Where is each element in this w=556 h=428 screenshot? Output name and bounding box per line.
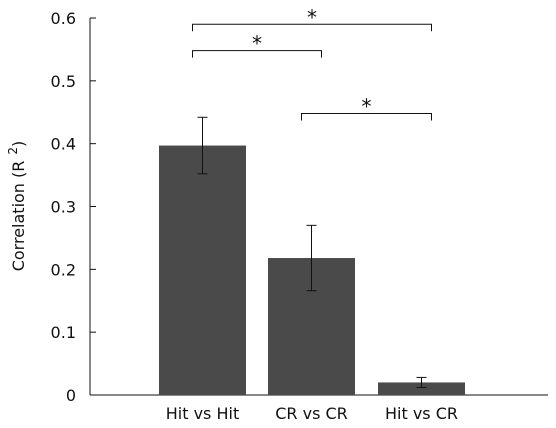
x-tick-label: CR vs CR [275, 404, 348, 423]
significance-brackets: * * * [192, 5, 432, 121]
error-bars [197, 116, 427, 388]
y-tick-label: 0.3 [51, 198, 76, 217]
y-tick-label: 0.2 [51, 260, 76, 279]
y-tick-label: 0.6 [51, 9, 76, 28]
significance-bracket: * [192, 32, 322, 58]
significance-star: * [252, 32, 262, 56]
x-tick-label: Hit vs CR [385, 404, 458, 423]
y-axis-title-superscript: 2 [6, 147, 20, 155]
error-bar [306, 224, 317, 292]
y-axis: 0 0.1 0.2 0.3 0.4 0.5 0.6 [51, 9, 96, 405]
x-axis: Hit vs Hit CR vs CR Hit vs CR [90, 394, 548, 423]
y-tick-label: 0.5 [51, 72, 76, 91]
y-axis-title-close: ) [9, 141, 28, 147]
error-bar [197, 116, 208, 175]
y-tick-label: 0 [66, 386, 76, 405]
y-axis-title: Correlation (R 2) [6, 141, 28, 272]
x-tick-label: Hit vs Hit [166, 404, 239, 423]
y-tick-label: 0.1 [51, 323, 76, 342]
significance-bracket: * [192, 5, 432, 32]
bar [378, 382, 465, 395]
y-tick-label: 0.4 [51, 135, 76, 154]
y-axis-title-text: Correlation (R [9, 161, 28, 272]
bar [159, 145, 246, 395]
significance-bracket: * [301, 95, 432, 121]
significance-star: * [307, 5, 317, 29]
significance-star: * [362, 95, 372, 119]
error-bar [416, 376, 427, 388]
